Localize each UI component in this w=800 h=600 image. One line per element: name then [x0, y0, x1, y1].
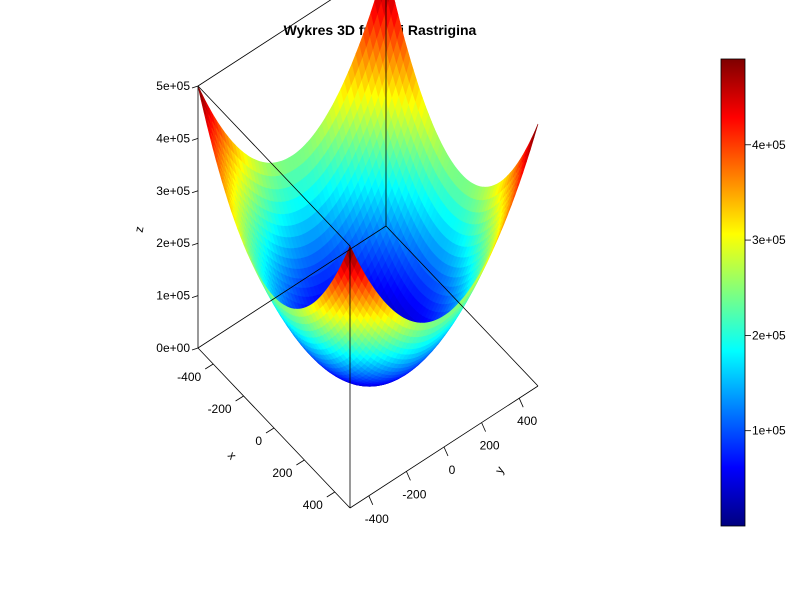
z-tick — [191, 295, 199, 298]
z-tick-label: 5e+05 — [156, 79, 190, 93]
colorbar: 1e+05 2e+05 3e+05 4e+05 — [720, 58, 786, 527]
z-tick — [191, 138, 199, 141]
z-tick — [191, 242, 199, 246]
y-tick — [406, 471, 411, 481]
z-tick-label: 1e+05 — [156, 289, 190, 303]
x-tick — [326, 491, 336, 498]
x-tick-label: -400 — [177, 370, 201, 384]
y-tick-label: 400 — [517, 414, 537, 428]
z-tick — [191, 85, 199, 89]
x-tick — [296, 459, 305, 466]
x-axis: -400 -200 0 200 400 x — [177, 363, 336, 512]
z-tick — [191, 347, 199, 351]
box-edge-top-right — [197, 0, 332, 87]
y-tick — [443, 446, 449, 457]
y-axis-label: y — [492, 464, 507, 476]
colorbar-gradient — [720, 58, 746, 527]
box-edge-back-right — [197, 225, 387, 349]
z-tick-label: 4e+05 — [156, 131, 190, 145]
colorbar-tick-label: 4e+05 — [752, 138, 786, 152]
z-tick-label: 3e+05 — [156, 184, 190, 198]
y-tick-label: 200 — [480, 439, 500, 453]
colorbar-tick-label: 3e+05 — [752, 233, 786, 247]
x-tick-label: 200 — [272, 466, 292, 480]
z-tick — [191, 190, 199, 194]
z-axis-label: z — [132, 225, 147, 233]
box-edge-front-right — [385, 225, 539, 387]
x-tick-label: 0 — [255, 434, 262, 448]
y-tick — [368, 495, 374, 505]
colorbar-tick-label: 1e+05 — [752, 424, 786, 438]
z-tick-label: 0e+00 — [156, 341, 190, 355]
z-axis: 0e+00 1e+05 2e+05 3e+05 4e+05 5e+05 z — [132, 79, 199, 355]
x-tick — [204, 363, 214, 370]
x-axis-label: x — [225, 449, 240, 463]
box-edge-top-left — [197, 85, 351, 247]
y-tick — [518, 398, 524, 408]
y-axis: -400 -200 0 200 400 y — [365, 398, 538, 526]
y-tick-label: -400 — [365, 512, 389, 526]
x-tick-label: -200 — [208, 402, 232, 416]
x-tick-label: 400 — [303, 498, 323, 512]
surface-mesh — [197, 0, 539, 387]
y-tick — [481, 422, 486, 432]
surface-cell — [530, 123, 539, 144]
x-tick — [265, 427, 275, 434]
x-tick — [235, 395, 244, 402]
y-tick-label: 0 — [449, 463, 456, 477]
y-tick-label: -200 — [402, 487, 426, 501]
colorbar-tick-label: 2e+05 — [752, 328, 786, 342]
z-tick-label: 2e+05 — [156, 236, 190, 250]
